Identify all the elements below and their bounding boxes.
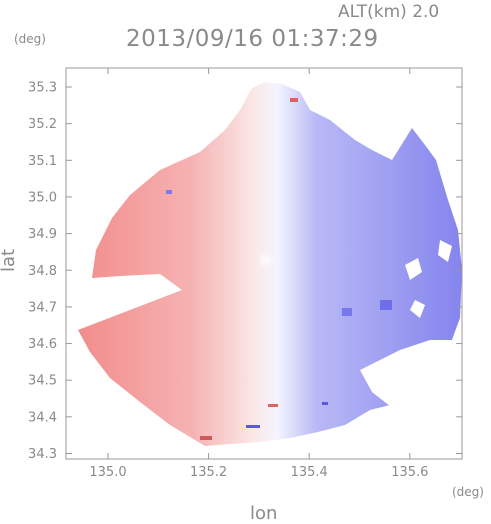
x-tick-label: 135.4 (291, 465, 328, 480)
x-tick-label: 135.6 (391, 465, 428, 480)
y-tick-label: 34.5 (28, 374, 57, 389)
y-tick-label: 34.3 (28, 447, 57, 462)
timestamp-title: 2013/09/16 01:37:29 (126, 26, 379, 52)
echo-gap (405, 258, 422, 280)
radar-site-marker (257, 251, 275, 269)
echo-gap (360, 340, 462, 420)
y-axis-unit: (deg) (14, 32, 46, 46)
echo-gap (438, 240, 452, 262)
x-tick-label: 135.2 (190, 465, 227, 480)
plot-frame (65, 67, 463, 460)
y-tick-label: 35.3 (28, 81, 57, 96)
x-tick-label: 135.0 (89, 465, 126, 480)
y-tick-label: 34.4 (28, 410, 57, 425)
x-axis-unit: (deg) (452, 485, 484, 499)
y-tick-label: 35.2 (28, 117, 57, 132)
x-axis-label: lon (250, 503, 278, 524)
y-tick-label: 34.7 (28, 300, 57, 315)
y-tick-label: 35.1 (28, 154, 57, 169)
y-tick-label: 34.9 (28, 227, 57, 242)
velocity-field (78, 82, 462, 446)
y-tick-label: 34.8 (28, 264, 57, 279)
y-axis-ticks: 35.3 35.2 35.1 35.0 34.9 34.8 34.7 34.6 34.5 34.4… (28, 81, 462, 462)
altitude-label: ALT(km) 2.0 (338, 2, 440, 22)
y-tick-label: 34.6 (28, 337, 57, 352)
y-tick-label: 35.0 (28, 190, 57, 205)
echo-gap (410, 300, 425, 318)
